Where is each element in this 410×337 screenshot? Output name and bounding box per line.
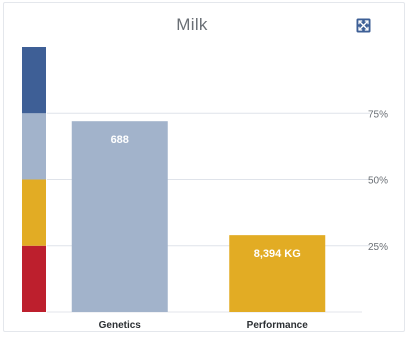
band-segment (22, 113, 46, 180)
data-label: 8,394 KG (254, 248, 301, 260)
x-tick-label: Performance (247, 320, 309, 331)
y-tick-label: 25% (368, 242, 388, 253)
expand-icon[interactable] (356, 18, 371, 33)
bar (71, 121, 168, 312)
band-segment (22, 179, 46, 246)
y-tick-label: 50% (368, 176, 388, 187)
y-tick-label: 75% (368, 109, 388, 120)
data-label: 688 (111, 134, 129, 146)
chart-title: Milk (176, 15, 208, 34)
band-segment (22, 47, 46, 114)
bar (229, 235, 326, 312)
band-segment (22, 245, 46, 312)
x-tick-label: Genetics (99, 320, 142, 331)
